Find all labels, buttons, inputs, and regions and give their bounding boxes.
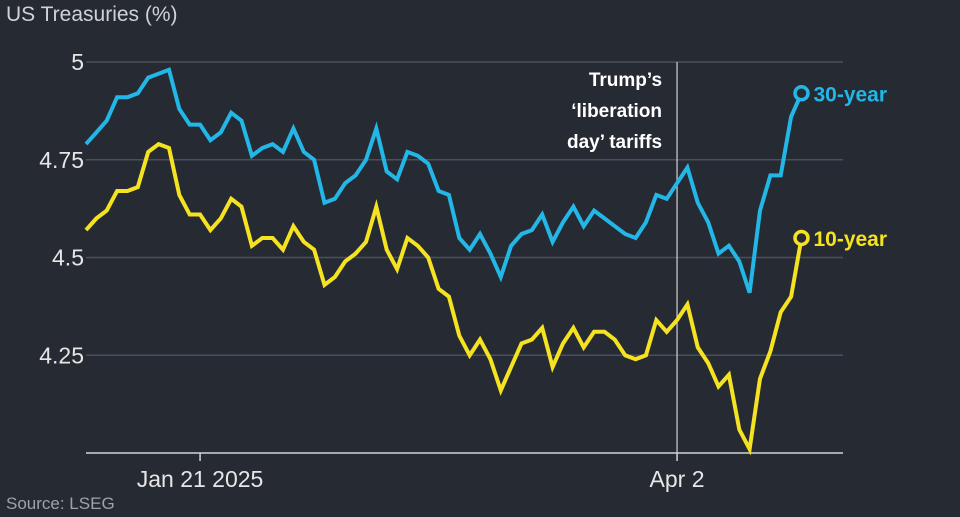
y-tick-label: 5	[71, 49, 84, 75]
x-tick-label: Jan 21 2025	[137, 466, 264, 492]
series-label-30-year: 30-year	[813, 83, 887, 106]
x-tick-label: Apr 2	[650, 466, 705, 492]
y-tick-label: 4.75	[39, 147, 84, 173]
event-annotation-text: Trump’s	[589, 70, 662, 91]
series-label-10-year: 10-year	[813, 228, 887, 251]
event-annotation-text: ‘liberation	[571, 101, 662, 122]
series-line-10-year	[84, 141, 804, 456]
gridlines	[86, 61, 843, 356]
x-axis: Jan 21 2025 Apr 2	[86, 452, 843, 492]
event-annotation: Trump’s ‘liberation day’ tariffs	[567, 62, 678, 453]
series-end-marker-30-year	[793, 85, 810, 102]
event-annotation-text: day’ tariffs	[567, 132, 662, 153]
y-tick-label: 4.5	[52, 245, 84, 271]
y-axis-ticks: 4.25 4.5 4.75 5	[39, 49, 84, 368]
series-lines: 30-year 10-year	[84, 67, 887, 456]
y-tick-label: 4.25	[39, 342, 84, 368]
series-line-30-year	[84, 67, 804, 294]
chart-source: Source: LSEG	[6, 494, 115, 513]
series-end-marker-10-year	[793, 229, 810, 247]
chart-title: US Treasuries (%)	[6, 3, 178, 26]
